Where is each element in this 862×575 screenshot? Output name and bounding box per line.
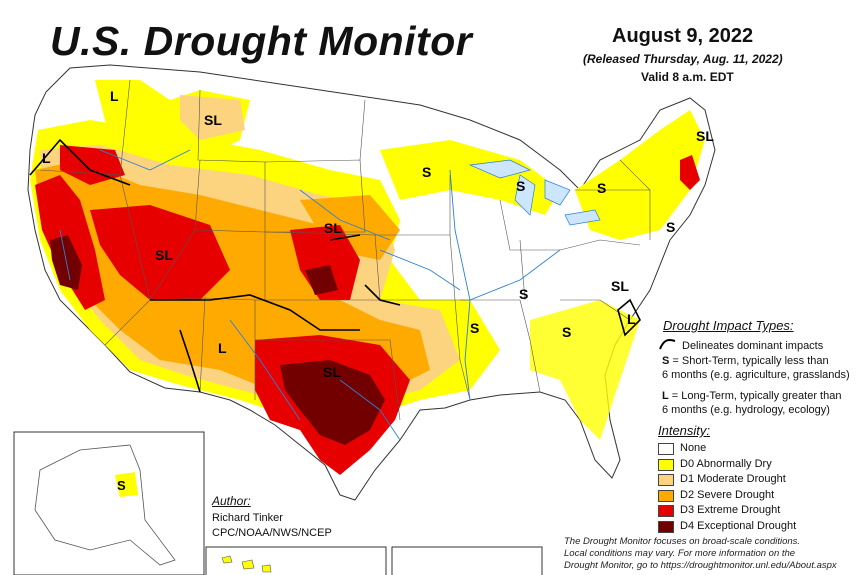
intensity-swatch — [658, 520, 674, 533]
d4-region-plains — [305, 265, 338, 295]
short-term-letter: S — [662, 355, 670, 367]
hawaii-islands — [221, 555, 272, 573]
map-label: S — [597, 180, 607, 196]
d3-region-northeast — [680, 155, 700, 190]
great-lakes — [468, 159, 601, 226]
map-label: SL — [323, 364, 341, 380]
short-term-line2: 6 months (e.g. agriculture, grasslands) — [662, 369, 850, 381]
map-label: SL — [155, 247, 173, 263]
d0-region-northeast — [575, 110, 705, 240]
map-label: L — [218, 340, 227, 356]
alaska-d0 — [115, 472, 138, 497]
author-org: CPC/NOAA/NWS/NCEP — [212, 527, 332, 539]
map-date: August 9, 2022 — [612, 25, 754, 47]
short-term-line1: = Short-Term, typically less than — [672, 355, 829, 367]
intensity-label: D3 Extreme Drought — [680, 504, 781, 516]
hawaii-inset — [205, 546, 387, 575]
impact-short-term: S = Short-Term, typically less than 6 mo… — [662, 354, 850, 382]
d2-region-nebraska — [300, 195, 400, 260]
rivers — [59, 149, 561, 441]
author-name: Richard Tinker — [212, 512, 283, 524]
release-date: (Released Thursday, Aug. 11, 2022) — [583, 52, 783, 66]
intensity-swatch — [658, 458, 674, 471]
long-term-line2: 6 months (e.g. hydrology, ecology) — [662, 404, 830, 416]
d4-region-california — [50, 235, 82, 290]
map-label: L — [42, 150, 51, 166]
map-label: S — [562, 324, 572, 340]
intensity-label: D1 Moderate Drought — [680, 473, 786, 485]
map-label: SL — [324, 220, 342, 236]
footer-line-3: Drought Monitor, go to https://droughtmo… — [564, 560, 837, 571]
impact-delineates: Delineates dominant impacts — [682, 340, 824, 352]
d1-region-montana — [180, 95, 245, 140]
author-label: Author: — [212, 494, 251, 508]
intensity-label: D4 Exceptional Drought — [680, 519, 797, 532]
impact-long-term: L = Long-Term, typically greater than 6 … — [662, 389, 841, 417]
map-label: SL — [696, 128, 714, 144]
impact-line-icon — [659, 339, 676, 350]
d3-region-oregon — [60, 145, 125, 185]
intensity-swatch — [658, 474, 674, 486]
footer-line-2: Local conditions may vary. For more info… — [564, 548, 796, 559]
long-term-letter: L — [662, 390, 669, 402]
intensity-swatch — [658, 505, 674, 517]
map-label: S — [519, 286, 529, 302]
map-label: L — [627, 311, 636, 327]
intensity-label: D2 Severe Drought — [680, 488, 775, 501]
map-label: SL — [611, 278, 629, 294]
long-term-line1: = Long-Term, typically greater than — [671, 390, 842, 402]
map-label: S — [117, 478, 126, 493]
map-label: S — [470, 320, 480, 336]
d0-region-upper-midwest — [380, 140, 560, 215]
alaska-outline — [34, 444, 176, 566]
intensity-swatch — [658, 443, 674, 455]
footer-line-1: The Drought Monitor focuses on broad-sca… — [564, 536, 801, 547]
d0-region-southeast — [530, 300, 640, 440]
d3-region-plains — [290, 225, 360, 300]
intensity-title: Intensity: — [658, 423, 711, 438]
map-label: S — [422, 164, 432, 180]
map-label: L — [110, 88, 119, 104]
map-label: S — [666, 219, 676, 235]
intensity-swatch — [658, 489, 674, 502]
intensity-label: D0 Abnormally Dry — [680, 457, 772, 470]
impact-boundaries — [29, 138, 641, 393]
intensity-label: None — [680, 442, 707, 454]
puerto-rico-inset — [391, 546, 543, 575]
map-label: S — [516, 178, 526, 194]
impact-types-title: Drought Impact Types: — [663, 318, 794, 333]
d4-region-texas — [280, 360, 385, 445]
map-label: SL — [204, 112, 222, 128]
page-title: U.S. Drought Monitor — [50, 18, 473, 64]
valid-time: Valid 8 a.m. EDT — [641, 70, 734, 84]
